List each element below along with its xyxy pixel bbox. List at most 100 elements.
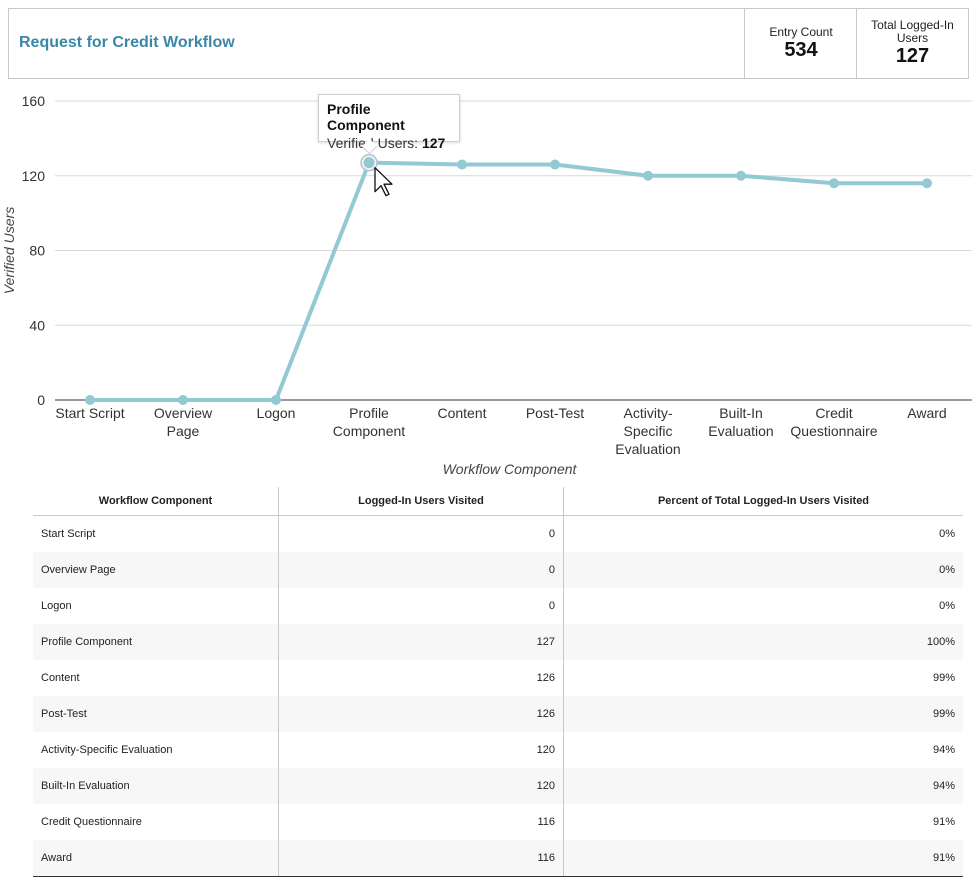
cell-users-visited: 0 — [278, 588, 564, 624]
x-tick-label-line: Component — [333, 423, 405, 439]
total-users-stat: Total Logged-In Users 127 — [856, 9, 968, 78]
chart-series[interactable] — [85, 153, 932, 405]
x-tick-label-line: Evaluation — [615, 441, 680, 457]
table-row: Logon 0 0% — [33, 588, 963, 624]
x-tick-label-line: Activity- — [624, 405, 673, 421]
cell-users-visited: 116 — [278, 840, 564, 877]
mouse-cursor-icon — [374, 167, 393, 197]
chart-tooltip: Profile Component Verified Users: 127 — [318, 94, 460, 151]
header-workflow-component[interactable]: Workflow Component — [33, 487, 279, 516]
x-tick-label-line: Credit — [815, 405, 852, 421]
page-title: Request for Credit Workflow — [19, 34, 235, 51]
table-row: Post-Test 126 99% — [33, 696, 963, 732]
header-logged-in-users-visited[interactable]: Logged-In Users Visited — [278, 487, 564, 516]
y-tick-label: 120 — [22, 168, 46, 184]
cell-percent-visited: 0% — [563, 552, 963, 588]
entry-count-value: 534 — [784, 39, 818, 61]
data-point[interactable] — [271, 395, 281, 405]
data-point[interactable] — [829, 178, 839, 189]
x-tick-label-line: Profile — [349, 405, 389, 421]
line-chart[interactable]: 0 40 80 120 160 Start Script Overview Page Logo… — [0, 88, 972, 483]
x-tick-label-line: Specific — [623, 423, 672, 439]
report-header: Request for Credit Workflow Entry Count … — [8, 8, 969, 79]
table-row: Profile Component 127 100% — [33, 624, 963, 660]
x-tick-label: Activity- Specific Evaluation — [615, 405, 680, 457]
cell-workflow-component: Content — [33, 660, 279, 696]
total-users-value: 127 — [895, 45, 930, 67]
x-tick-label: Built-In Evaluation — [708, 405, 773, 439]
data-point[interactable] — [550, 159, 560, 170]
x-tick-label: Credit Questionnaire — [790, 405, 877, 439]
table-row: Award 116 91% — [33, 840, 963, 877]
x-tick-label: Content — [437, 405, 486, 421]
cell-users-visited: 126 — [278, 660, 564, 696]
y-tick-label: 80 — [29, 243, 45, 259]
table-row: Credit Questionnaire 116 91% — [33, 804, 963, 840]
table-row: Built-In Evaluation 120 94% — [33, 768, 963, 804]
cell-users-visited: 0 — [278, 515, 564, 552]
cell-percent-visited: 0% — [939, 528, 955, 540]
entry-count-label: Entry Count — [769, 25, 833, 39]
cell-users-visited: 120 — [278, 732, 564, 768]
y-axis-title: Verified Users — [1, 207, 17, 294]
cell-workflow-component: Credit Questionnaire — [33, 804, 279, 840]
cell-percent-visited: 91% — [563, 840, 963, 877]
header-percent-visited[interactable]: Percent of Total Logged-In Users Visited — [563, 487, 963, 516]
table-row: Start Script 0 0% — [33, 515, 963, 552]
x-tick-label-line: Page — [167, 423, 200, 439]
cell-percent-visited: 100% — [563, 624, 963, 660]
cursor-arrow — [374, 167, 393, 197]
series-line — [90, 160, 927, 402]
x-tick-label-line: Evaluation — [708, 423, 773, 439]
table-row: Activity-Specific Evaluation 120 94% — [33, 732, 963, 768]
cell-percent-visited: 99% — [932, 672, 955, 684]
x-tick-label: Logon — [257, 405, 296, 421]
y-tick-label: 0 — [37, 392, 45, 408]
cell-percent-visited: 99% — [563, 696, 963, 732]
cell-workflow-component: Logon — [33, 588, 279, 624]
cell-percent-visited: 91% — [932, 816, 955, 828]
x-tick-label-line: Questionnaire — [790, 423, 877, 439]
tooltip-title: Profile Component — [327, 101, 405, 133]
cell-workflow-component: Built-In Evaluation — [33, 768, 279, 804]
data-point[interactable] — [922, 178, 932, 189]
cell-workflow-component: Start Script — [33, 515, 279, 552]
cell-users-visited: 0 — [278, 552, 564, 588]
data-point[interactable] — [178, 395, 188, 405]
data-point[interactable] — [736, 170, 746, 181]
x-tick-label: Start Script — [55, 405, 124, 421]
x-tick-label-line: Overview — [154, 405, 213, 421]
workflow-table: Workflow Component Logged-In Users Visit… — [33, 487, 963, 877]
cell-workflow-component: Post-Test — [33, 696, 279, 732]
y-tick-label: 160 — [22, 93, 46, 109]
data-point[interactable] — [643, 170, 653, 181]
entry-count-stat: Entry Count 534 — [744, 9, 857, 78]
tooltip-value: 127 — [421, 135, 446, 151]
y-tick-label: 40 — [29, 317, 45, 333]
table-row: Overview Page 0 0% — [33, 552, 963, 588]
table-row: Content 126 99% — [33, 660, 963, 696]
x-tick-label-line: Built-In — [719, 405, 763, 421]
total-users-label: Total Logged-In Users — [871, 18, 954, 45]
x-tick-label: Award — [907, 405, 946, 421]
x-tick-label: Overview Page — [154, 405, 213, 439]
x-tick-label: Profile Component — [333, 405, 405, 439]
table-header-row: Workflow Component Logged-In Users Visit… — [33, 487, 963, 516]
tooltip-line: Verified Users: 127 — [327, 135, 451, 151]
x-axis-title: Workflow Component — [443, 461, 578, 477]
x-tick-label-line: Post-Test — [526, 405, 584, 421]
x-tick-label-line: Start Script — [55, 405, 124, 421]
cell-percent-visited: 94% — [563, 768, 963, 804]
cell-users-visited: 127 — [278, 624, 564, 660]
x-tick-label: Post-Test — [526, 405, 584, 421]
data-point[interactable] — [457, 159, 467, 170]
x-tick-label-line: Content — [437, 405, 486, 421]
data-point[interactable] — [363, 157, 375, 169]
x-tick-label-line: Award — [907, 405, 946, 421]
cell-workflow-component: Profile Component — [33, 624, 279, 660]
cell-percent-visited: 0% — [939, 600, 955, 612]
cell-workflow-component: Activity-Specific Evaluation — [33, 732, 279, 768]
x-axis-ticks: Start Script Overview Page Logon Profile Comp… — [55, 405, 946, 457]
data-point[interactable] — [85, 395, 95, 405]
cell-users-visited: 120 — [278, 768, 564, 804]
